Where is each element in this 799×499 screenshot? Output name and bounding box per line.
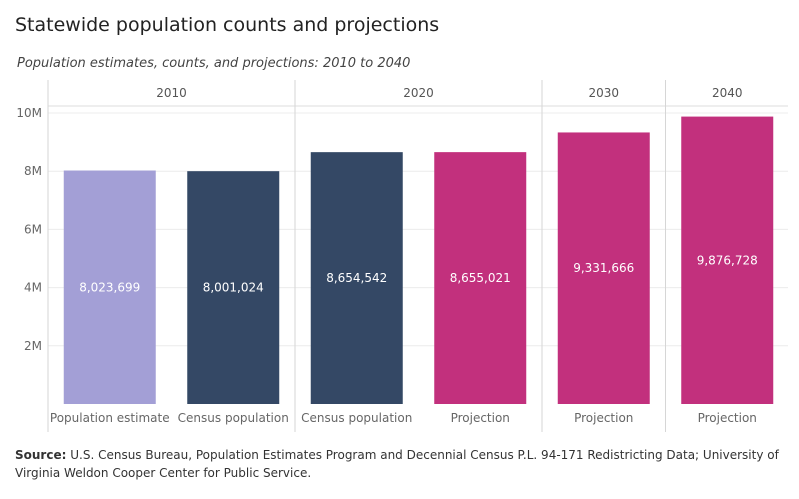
bar-value-label: 9,331,666	[573, 261, 634, 275]
chart-subtitle: Population estimates, counts, and projec…	[17, 56, 411, 71]
bar-value-label: 8,655,021	[450, 271, 511, 285]
category-label: Census population	[301, 411, 412, 425]
group-header-2020: 2020	[403, 86, 434, 100]
bar-2010-1	[63, 170, 156, 404]
y-tick-label: 6M	[24, 222, 42, 236]
source-text: U.S. Census Bureau, Population Estimates…	[15, 448, 779, 480]
y-tick-label: 10M	[16, 106, 42, 120]
bar-2030-1	[557, 132, 650, 404]
category-label: Projection	[451, 411, 510, 425]
bar-2040-1	[681, 116, 774, 404]
y-tick-label: 4M	[24, 281, 42, 295]
category-label: Projection	[574, 411, 633, 425]
bar-value-label: 8,023,699	[79, 280, 140, 294]
bar-value-label: 9,876,728	[697, 253, 758, 267]
bar-2020-1	[310, 152, 403, 404]
y-tick-label: 2M	[24, 339, 42, 353]
bar-chart: 2M 4M 6M 8M 10M 2010 8,023,699 Population estim…	[16, 80, 788, 432]
y-tick-label: 8M	[24, 164, 42, 178]
category-label: Population estimate	[50, 411, 170, 425]
source-label: Source:	[15, 448, 67, 462]
chart-title: Statewide population counts and projecti…	[15, 14, 440, 36]
bar-2010-2	[187, 171, 280, 404]
bar-value-label: 8,654,542	[326, 271, 387, 285]
category-label: Projection	[698, 411, 757, 425]
group-header-2040: 2040	[712, 86, 743, 100]
group-header-2010: 2010	[156, 86, 187, 100]
category-label: Census population	[178, 411, 289, 425]
group-header-2030: 2030	[588, 86, 619, 100]
bar-value-label: 8,001,024	[203, 281, 264, 295]
source-note: Source: U.S. Census Bureau, Population E…	[15, 446, 785, 482]
bar-2020-2	[434, 152, 527, 404]
